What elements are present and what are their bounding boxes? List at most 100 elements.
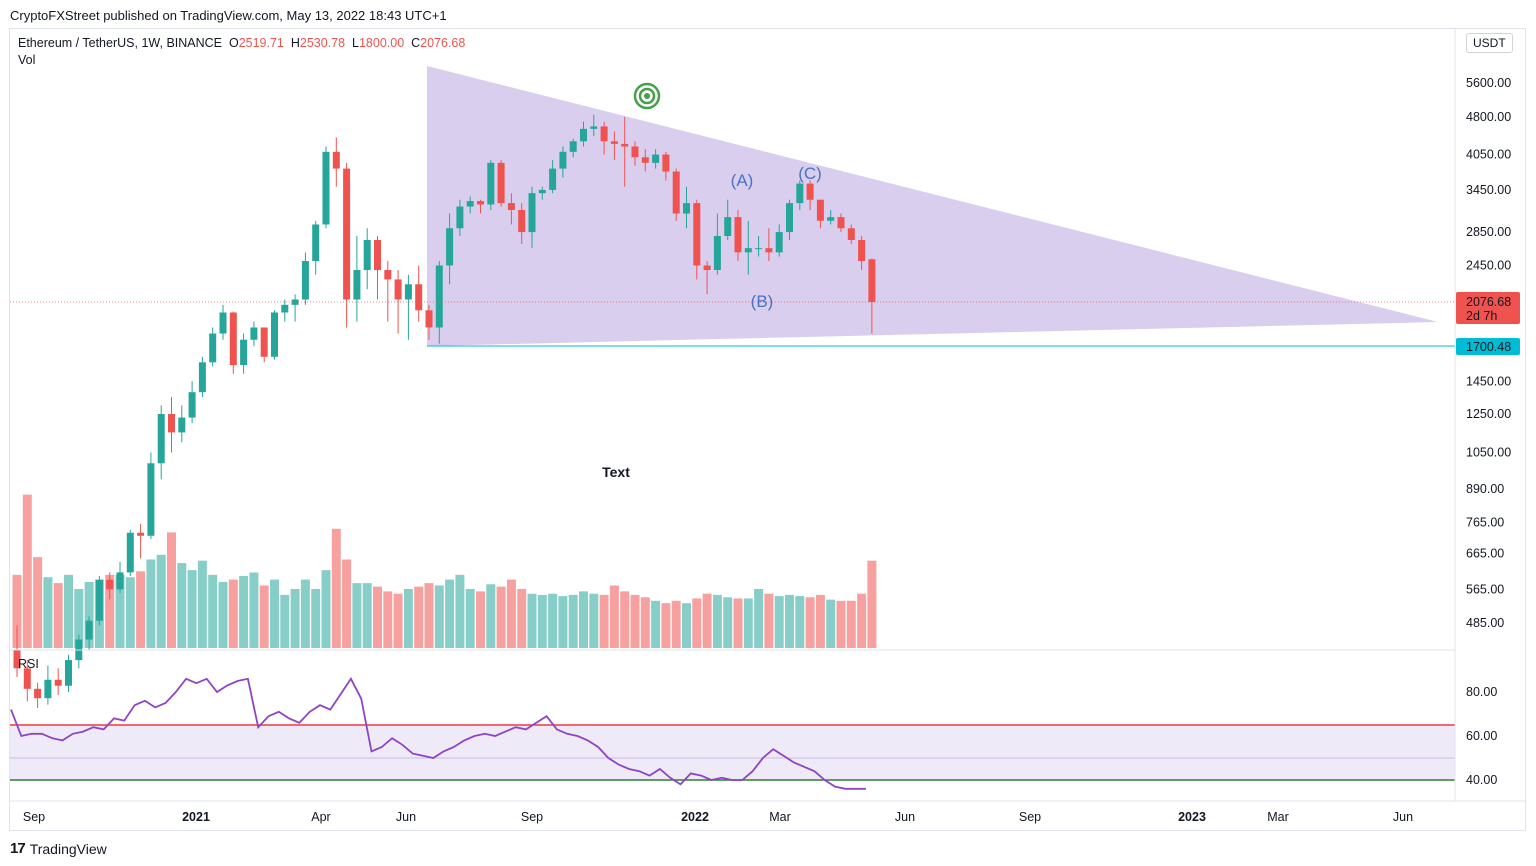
currency-button[interactable]: USDT (1466, 33, 1513, 53)
last-price-label: 2076.68 (1466, 295, 1511, 309)
candle-body (683, 203, 690, 214)
target-icon (633, 82, 661, 110)
candle-body (837, 217, 845, 229)
volume-bar (239, 576, 249, 648)
volume-bar (486, 584, 496, 648)
rsi-tick-label: 80.00 (1466, 685, 1497, 699)
volume-bar (661, 603, 671, 648)
volume-bar (754, 589, 764, 648)
volume-bar (846, 600, 856, 648)
candle-body (847, 228, 855, 240)
candle-body (353, 270, 361, 300)
volume-bar (785, 594, 794, 648)
candle-body (590, 126, 598, 129)
time-tick-label: Jun (1393, 810, 1413, 824)
price-tick-label: 4050.00 (1466, 148, 1511, 162)
volume-bar (805, 597, 815, 648)
candle-body (713, 236, 721, 271)
time-tick-label: 2023 (1178, 810, 1206, 824)
volume-bar (857, 593, 867, 648)
candle-body (497, 162, 505, 204)
volume-bar (558, 596, 568, 648)
volume-bar (692, 598, 702, 648)
wave-annotation: (A) (731, 171, 754, 190)
price-tick-label: 765.00 (1466, 515, 1504, 529)
volume-bar (280, 594, 290, 648)
low-value: 1800.00 (358, 36, 405, 50)
candle-body (466, 201, 474, 207)
price-tick-label: 3450.00 (1466, 183, 1511, 197)
candle-body (528, 193, 536, 233)
wave-annotation: (C) (798, 164, 822, 183)
publish-header: CryptoFXStreet published on TradingView.… (10, 8, 447, 23)
candle-body (394, 279, 402, 300)
volume-bar (362, 583, 372, 648)
candle-body (157, 414, 165, 464)
volume-label: Vol (18, 53, 36, 67)
candle-body (23, 668, 31, 689)
candle-body (487, 162, 495, 205)
volume-bar (53, 583, 63, 648)
volume-bar (331, 528, 341, 648)
candle-body (446, 228, 454, 266)
close-label: C (411, 36, 421, 50)
candle-body (95, 579, 103, 621)
price-tick-label: 2850.00 (1466, 225, 1511, 239)
price-tick-label: 1250.00 (1466, 407, 1511, 421)
candle-body (569, 141, 577, 152)
volume-bar (125, 577, 135, 648)
open-value: 2519.71 (238, 36, 284, 50)
volume-bar (712, 594, 722, 648)
price-tick-label: 565.00 (1466, 582, 1504, 596)
volume-bar (403, 589, 413, 648)
price-tick-label: 1450.00 (1466, 374, 1511, 388)
volume-bar (300, 579, 310, 648)
volume-bar (609, 585, 619, 648)
candle-body (858, 239, 866, 262)
tradingview-footer[interactable]: 17 TradingView (10, 840, 107, 857)
candle-body (126, 532, 134, 573)
volume-bar (12, 574, 22, 648)
volume-bar (270, 579, 279, 648)
candle-body (559, 151, 567, 169)
candle-body (260, 327, 268, 357)
candle-body (775, 232, 783, 253)
countdown-label: 2d 7h (1466, 309, 1497, 323)
candle-body (816, 199, 824, 221)
candle-body (384, 270, 392, 280)
candle-body (621, 143, 629, 147)
candle-body (301, 261, 309, 300)
candle-body (116, 572, 124, 590)
time-tick-label: Sep (1019, 810, 1041, 824)
candle-body (322, 151, 330, 225)
time-tick-label: Mar (769, 810, 791, 824)
candle-body (54, 679, 62, 686)
candle-body (250, 327, 258, 340)
volume-bar (836, 600, 846, 648)
volume-bar (177, 563, 187, 648)
candle-body (734, 217, 742, 253)
volume-bar (733, 598, 743, 648)
candle-body (672, 171, 680, 214)
candle-body (271, 312, 278, 357)
candle-body (652, 154, 660, 163)
open-label: O (228, 36, 239, 50)
volume-bar (74, 589, 84, 648)
volume-bar (579, 591, 588, 648)
candle-body (755, 248, 763, 250)
low-label: L (352, 36, 359, 50)
volume-bar (33, 557, 43, 648)
volume-bar (764, 593, 774, 648)
candle-body (703, 265, 711, 271)
candle-body (435, 265, 443, 328)
volume-bar (228, 579, 238, 648)
chart-frame (9, 28, 1526, 831)
volume-bar (589, 593, 599, 648)
candle-body (641, 157, 649, 163)
tradingview-logo-icon: 17 (10, 840, 26, 857)
candle-body (786, 203, 793, 233)
candle-body (137, 532, 145, 536)
volume-bar (208, 574, 218, 648)
time-tick-label: Apr (311, 810, 330, 824)
